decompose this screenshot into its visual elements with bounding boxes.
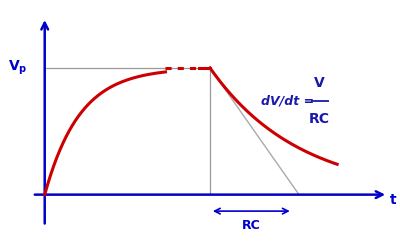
Text: $\mathbf{V_p}$: $\mathbf{V_p}$ (8, 59, 27, 77)
Text: dV/dt =: dV/dt = (261, 94, 318, 107)
Text: V: V (314, 76, 325, 90)
Text: RC: RC (242, 219, 261, 232)
Text: RC: RC (309, 112, 330, 126)
Text: t: t (390, 193, 396, 207)
